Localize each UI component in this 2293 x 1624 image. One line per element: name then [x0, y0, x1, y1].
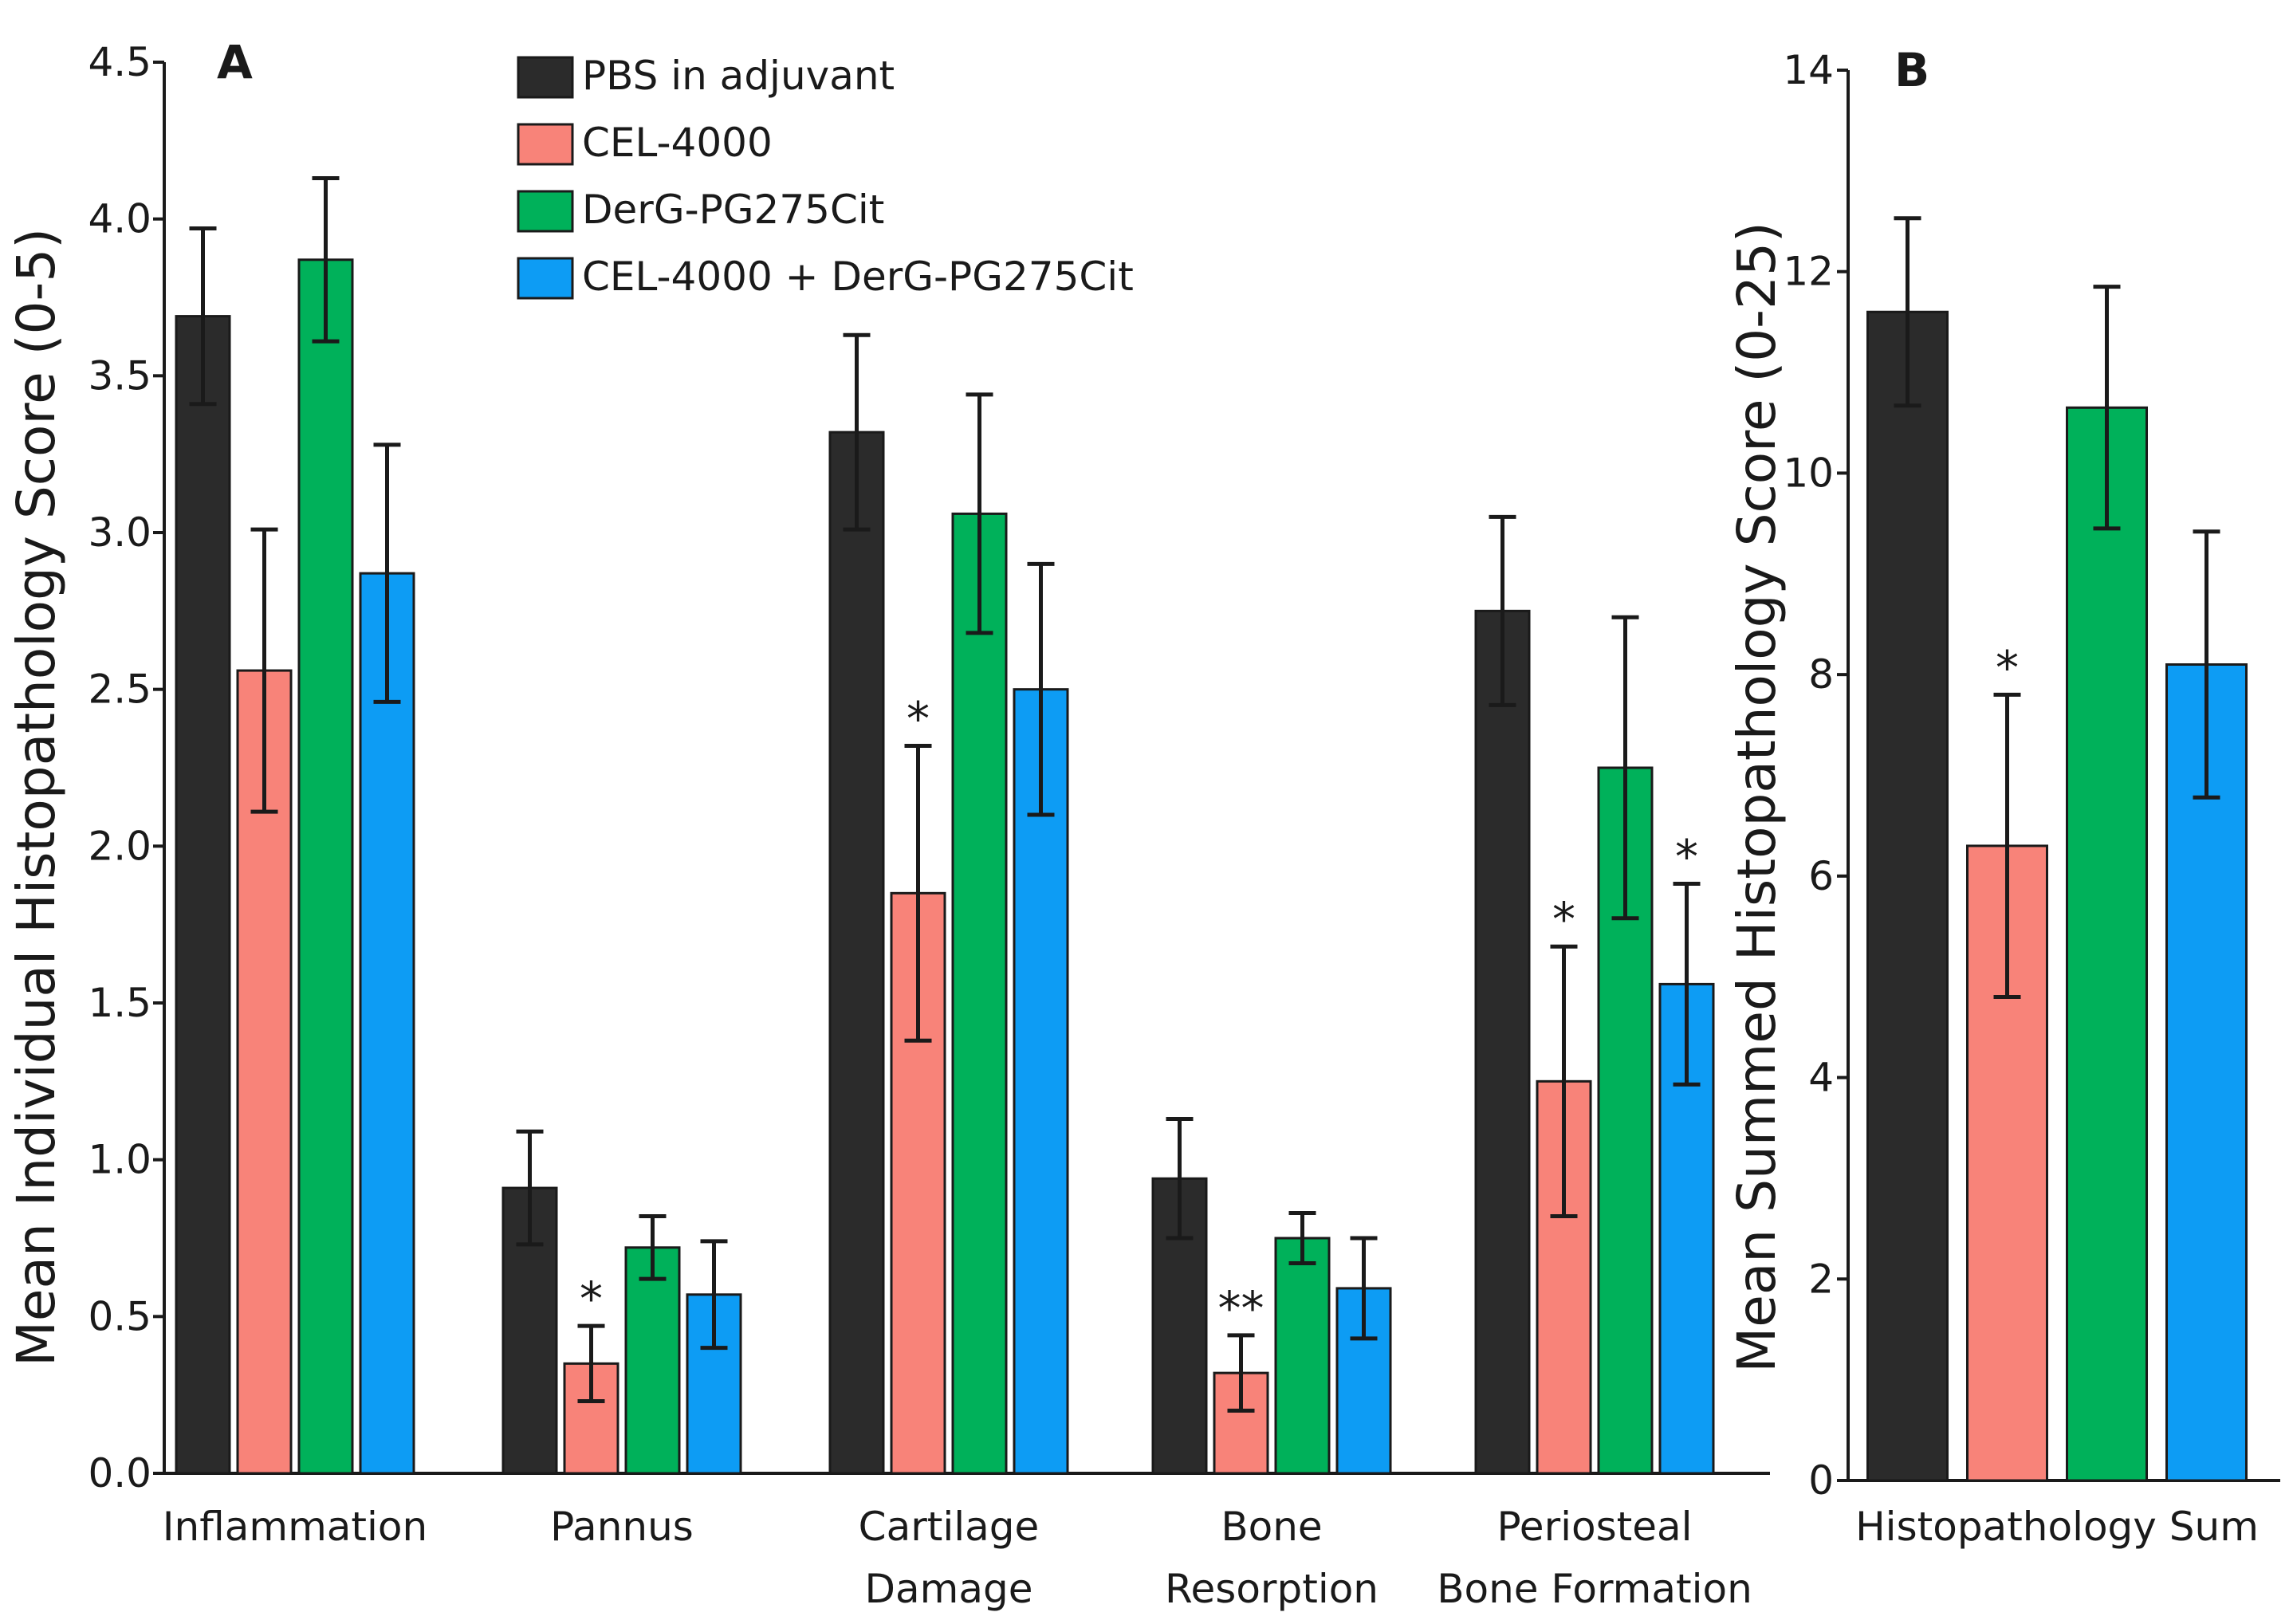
legend-swatch	[517, 56, 574, 99]
y-axis-title: Mean Individual Histopathology Score (0-…	[6, 228, 67, 1366]
bar	[1474, 609, 1531, 1475]
bar	[1866, 310, 1949, 1482]
y-tick-label: 4.5	[88, 39, 151, 85]
bar	[2165, 663, 2248, 1482]
bar	[828, 431, 885, 1475]
legend-label: DerG-PG275Cit	[582, 187, 884, 233]
x-category-label: Bone Formation	[1437, 1566, 1752, 1612]
y-tick-label: 2.0	[88, 823, 151, 869]
panel-label: A	[217, 35, 253, 89]
y-tick-label: 3.0	[88, 509, 151, 556]
y-tick-label: 4.0	[88, 196, 151, 242]
y-tick-label: 1.5	[88, 980, 151, 1026]
x-category-label: Damage	[865, 1566, 1033, 1612]
x-category-label: Inflammation	[163, 1504, 427, 1550]
bar	[1274, 1237, 1331, 1475]
panel-label: B	[1894, 43, 1929, 97]
bar	[1597, 766, 1654, 1475]
legend-label: CEL-4000 + DerG-PG275Cit	[582, 254, 1134, 300]
y-tick-label: 12	[1783, 249, 1834, 295]
legend-swatch	[517, 257, 574, 300]
bar	[297, 258, 354, 1475]
y-tick-label: 0	[1808, 1457, 1834, 1504]
legend-swatch	[517, 123, 574, 166]
panel-b-chart: 0 2 4 6 8 10 12 14 Mean Summed Histopathology Sc…	[1726, 43, 2280, 1550]
significance-marker: **	[1218, 1281, 1264, 1335]
y-tick-label: 0.0	[88, 1450, 151, 1496]
legend-label: CEL-4000	[582, 120, 773, 166]
significance-marker: *	[907, 691, 930, 745]
y-tick-label: 10	[1783, 450, 1834, 496]
y-tick-label: 2	[1808, 1256, 1834, 1302]
y-tick-label: 0.5	[88, 1293, 151, 1339]
y-tick-label: 4	[1808, 1055, 1834, 1101]
significance-marker: *	[1996, 640, 2019, 694]
y-tick-label: 14	[1783, 47, 1834, 93]
x-category-label: Pannus	[550, 1504, 694, 1550]
y-tick-label: 8	[1808, 651, 1834, 698]
y-tick-label: 3.5	[88, 352, 151, 399]
x-category-label: Resorption	[1165, 1566, 1379, 1612]
y-tick-label: 1.0	[88, 1137, 151, 1183]
legend-swatch	[517, 190, 574, 233]
x-category-label: Histopathology Sum	[1855, 1504, 2259, 1550]
bar	[624, 1246, 681, 1475]
bar	[951, 512, 1008, 1475]
significance-marker: *	[580, 1272, 603, 1326]
y-tick-label: 6	[1808, 853, 1834, 899]
bar	[2066, 406, 2148, 1482]
x-category-label: Periosteal	[1497, 1504, 1692, 1550]
bar	[1013, 688, 1069, 1475]
y-axis-title: Mean Summed Histopathology Score (0-25)	[1726, 222, 1788, 1372]
bar	[359, 572, 415, 1475]
legend-label: PBS in adjuvant	[582, 53, 895, 99]
y-tick-label: 2.5	[88, 667, 151, 713]
x-category-label: Bone	[1221, 1504, 1322, 1550]
panel-a-chart: 0.0 0.5 1.0 1.5 2.0 2.5 3.0 3.5 4.0 4.5 Mean Indiv…	[6, 35, 1770, 1612]
significance-marker: *	[1675, 830, 1698, 884]
bar	[175, 315, 231, 1475]
x-category-label: Cartilage	[859, 1504, 1040, 1550]
significance-marker: *	[1552, 892, 1575, 946]
